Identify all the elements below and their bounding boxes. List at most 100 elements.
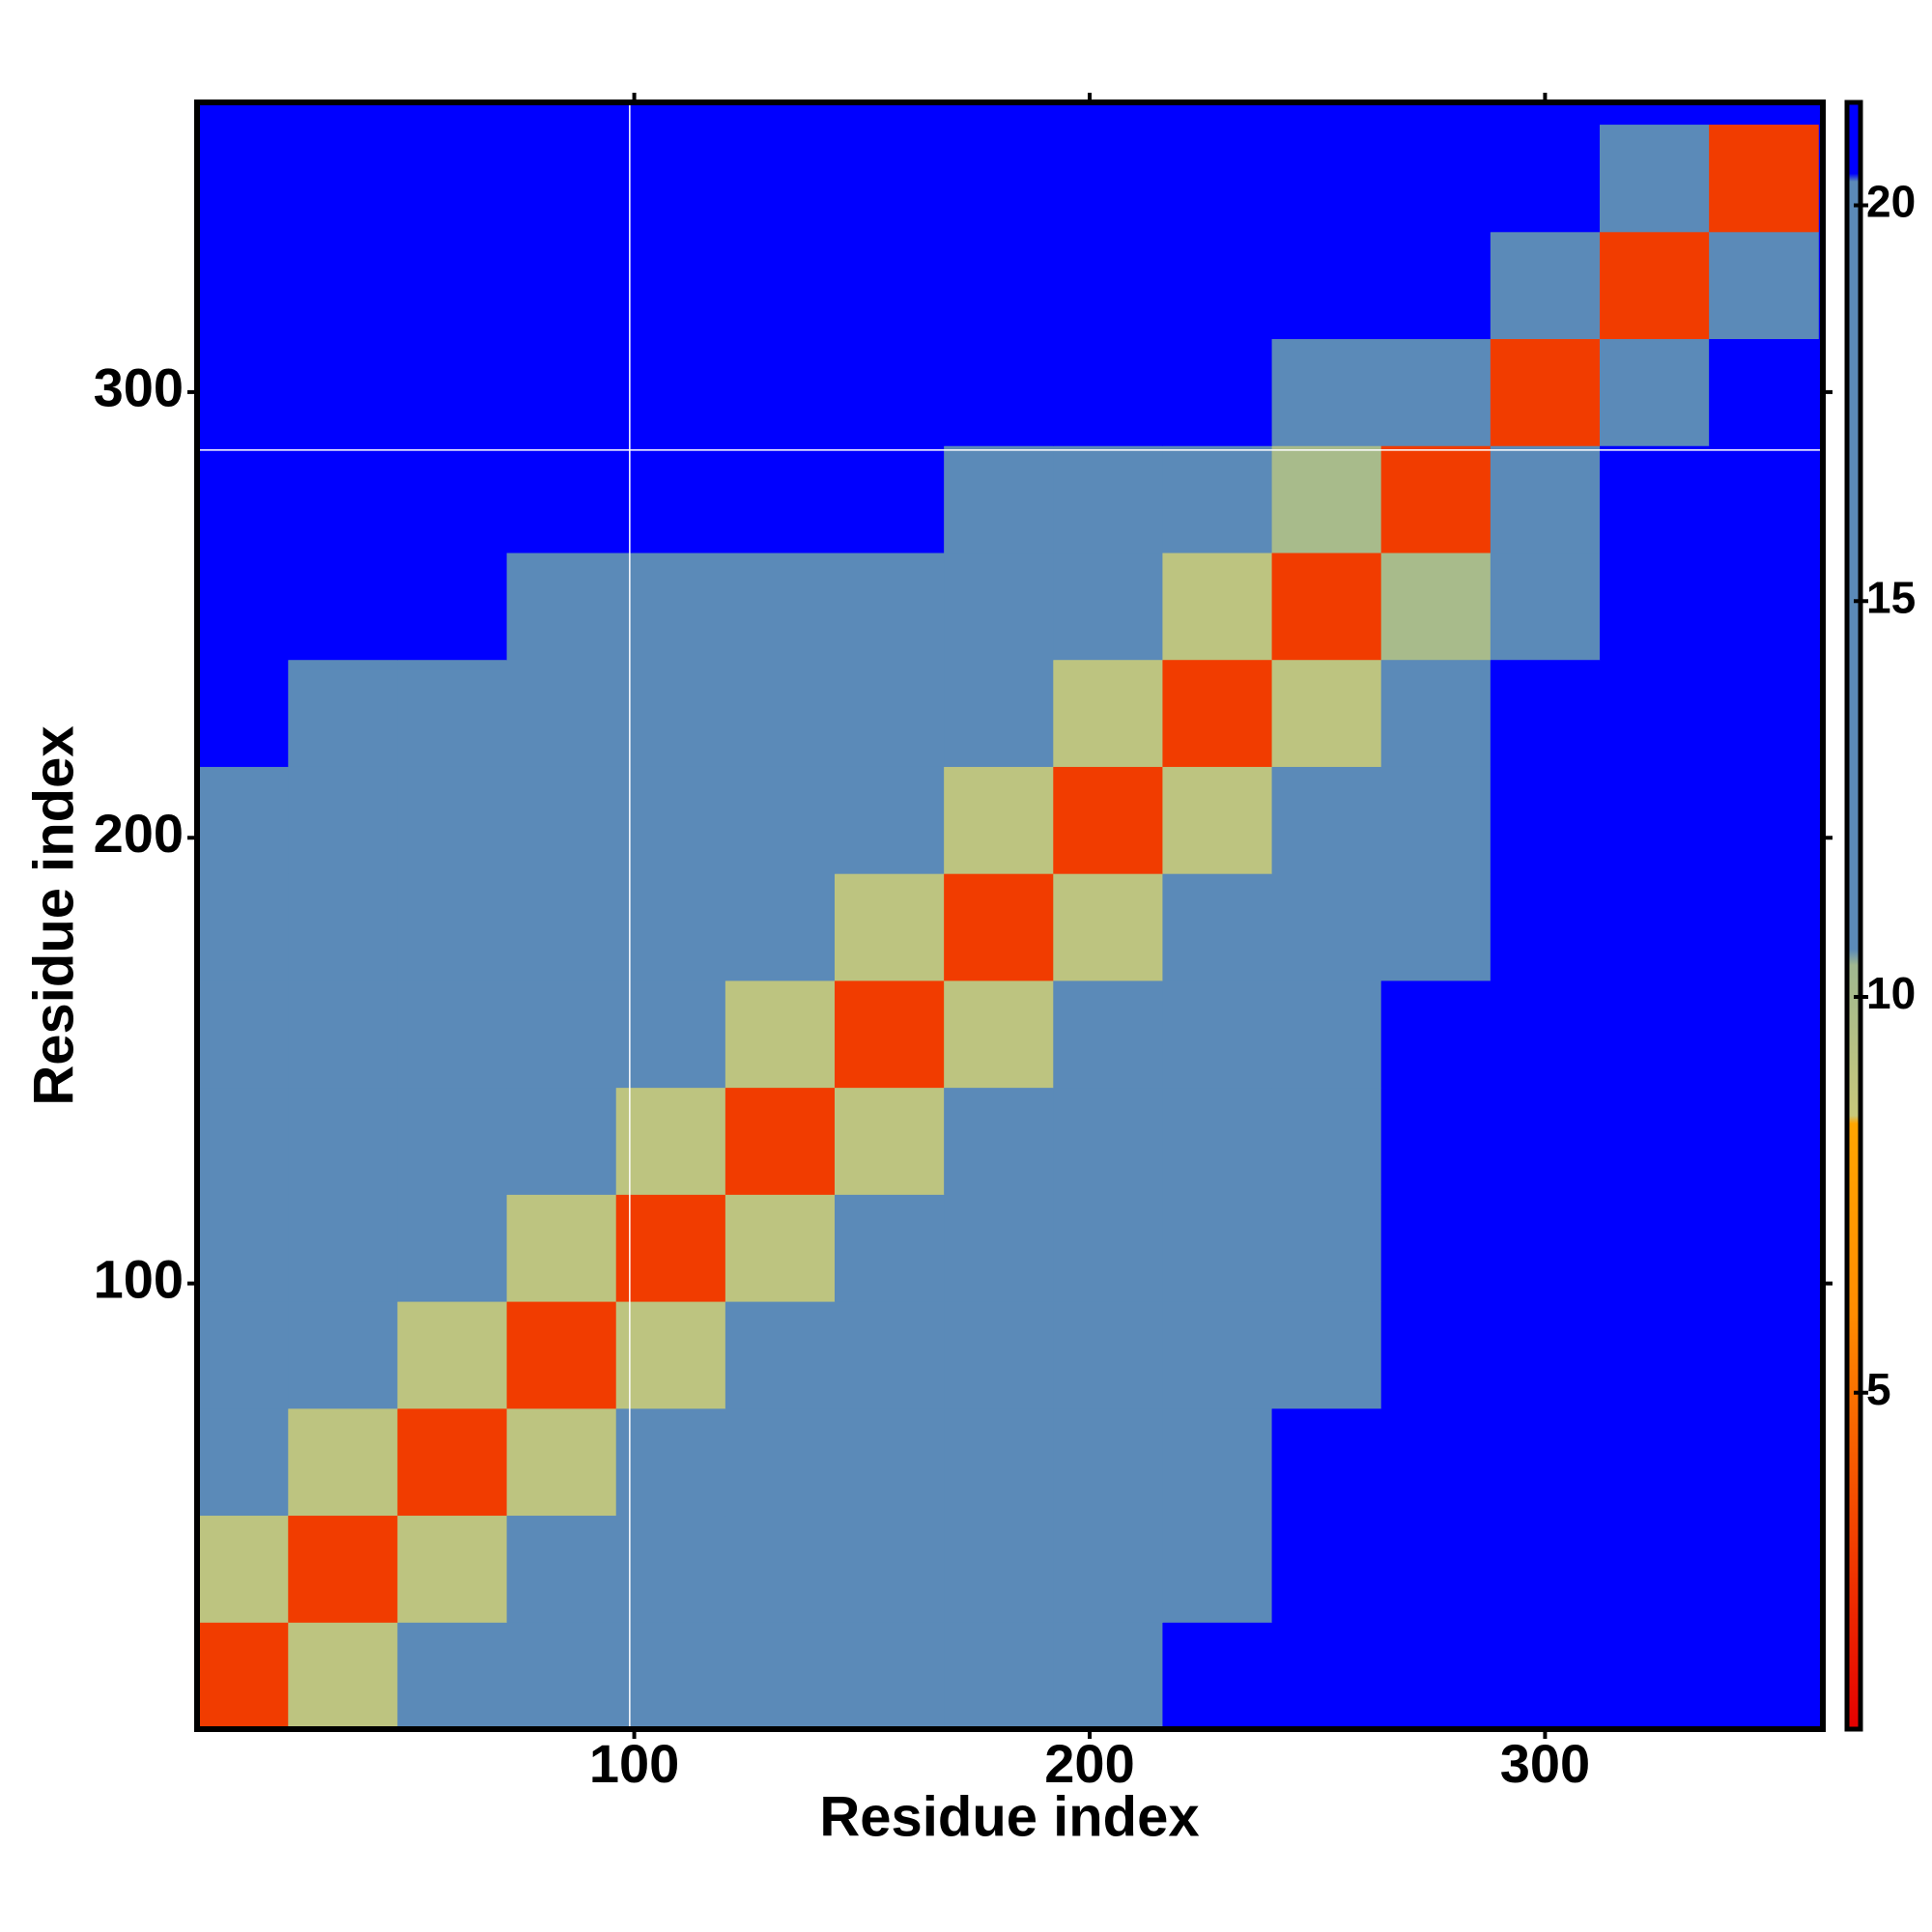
heatmap-cell bbox=[1162, 1622, 1273, 1729]
heatmap-cell bbox=[1162, 552, 1273, 661]
heatmap-cell bbox=[397, 552, 508, 661]
heatmap-cell bbox=[1162, 1301, 1273, 1409]
plot-frame bbox=[194, 99, 1826, 1732]
heatmap-cell bbox=[1162, 873, 1273, 981]
heatmap-cell bbox=[1380, 1515, 1492, 1623]
heatmap-cell bbox=[1600, 125, 1710, 233]
heatmap-cell bbox=[197, 1194, 289, 1302]
heatmap-cell bbox=[288, 1194, 398, 1302]
heatmap-cell bbox=[835, 1301, 945, 1409]
heatmap-cell bbox=[197, 338, 289, 446]
x-tick-label: 100 bbox=[589, 1733, 679, 1794]
heatmap-cell bbox=[197, 1407, 289, 1517]
heatmap-cell bbox=[615, 1194, 726, 1302]
heatmap-cell bbox=[506, 231, 617, 340]
heatmap-cell bbox=[506, 445, 617, 554]
heatmap-cell bbox=[1380, 1622, 1492, 1729]
heatmap-cell bbox=[1490, 659, 1601, 767]
heatmap-cell bbox=[1053, 1194, 1163, 1302]
heatmap-cell bbox=[944, 1087, 1054, 1195]
heatmap-cell bbox=[288, 1622, 398, 1729]
heatmap-cell bbox=[288, 980, 398, 1089]
heatmap-cell bbox=[1600, 231, 1710, 340]
heatmap-cell bbox=[1053, 659, 1163, 767]
heatmap-cell bbox=[506, 1301, 617, 1409]
heatmap-cell bbox=[835, 1087, 945, 1195]
colorbar-tick-label: 15 bbox=[1866, 572, 1916, 622]
heatmap-cell bbox=[397, 766, 508, 874]
heatmap-cell bbox=[724, 1087, 836, 1195]
heatmap-cell bbox=[288, 1515, 398, 1623]
heatmap-cell bbox=[1490, 980, 1601, 1089]
heatmap-cell bbox=[288, 1301, 398, 1409]
heatmap-cell bbox=[1490, 1301, 1601, 1409]
heatmap-cell bbox=[1490, 1622, 1601, 1729]
x-tick-label: 300 bbox=[1500, 1733, 1590, 1794]
heatmap-cell bbox=[397, 231, 508, 340]
heatmap-cell bbox=[1271, 1622, 1382, 1729]
heatmap-cell bbox=[1490, 1407, 1601, 1517]
heatmap-cell bbox=[1162, 766, 1273, 874]
heatmap-cell bbox=[288, 766, 398, 874]
heatmap-cell bbox=[397, 338, 508, 446]
heatmap-cell bbox=[506, 659, 617, 767]
heatmap-cell bbox=[724, 873, 836, 981]
heatmap-cell bbox=[1053, 1515, 1163, 1623]
heatmap-cell bbox=[944, 445, 1054, 554]
heatmap-cell bbox=[835, 231, 945, 340]
heatmap-cell bbox=[1709, 1407, 1819, 1517]
heatmap-cell bbox=[288, 445, 398, 554]
heatmap-cell bbox=[1053, 1301, 1163, 1409]
heatmap-cell bbox=[724, 1407, 836, 1517]
heatmap-cell bbox=[615, 659, 726, 767]
heatmap-cell bbox=[615, 445, 726, 554]
heatmap-cell bbox=[1380, 1194, 1492, 1302]
heatmap-cell bbox=[835, 873, 945, 981]
heatmap-cell bbox=[1709, 980, 1819, 1089]
heatmap-cell bbox=[724, 1515, 836, 1623]
heatmap-cell bbox=[724, 231, 836, 340]
heatmap-cell bbox=[506, 552, 617, 661]
heatmap-cell bbox=[835, 552, 945, 661]
heatmap-cell bbox=[1600, 766, 1710, 874]
y-axis-title: Residue index bbox=[22, 725, 85, 1105]
heatmap-cell bbox=[506, 1515, 617, 1623]
heatmap-cell bbox=[1380, 231, 1492, 340]
heatmap-cell bbox=[1053, 1087, 1163, 1195]
heatmap-cell bbox=[1709, 125, 1819, 233]
heatmap-cell bbox=[1053, 445, 1163, 554]
heatmap-cell bbox=[944, 1194, 1054, 1302]
heatmap-cell bbox=[288, 231, 398, 340]
heatmap-cell bbox=[506, 1622, 617, 1729]
heatmap-cell bbox=[197, 1087, 289, 1195]
heatmap-cell bbox=[1053, 766, 1163, 874]
heatmap-cell bbox=[835, 1194, 945, 1302]
heatmap-cell bbox=[197, 1515, 289, 1623]
heatmap-cell bbox=[1600, 873, 1710, 981]
heatmap-cell bbox=[506, 873, 617, 981]
heatmap-cell bbox=[1490, 445, 1601, 554]
heatmap-cell bbox=[1490, 125, 1601, 233]
heatmap-cell bbox=[1271, 1087, 1382, 1195]
x-tick-label: 200 bbox=[1044, 1733, 1134, 1794]
heatmap-cell bbox=[944, 766, 1054, 874]
heatmap-cell bbox=[1709, 766, 1819, 874]
heatmap-cell bbox=[1271, 1194, 1382, 1302]
heatmap-cell bbox=[1162, 338, 1273, 446]
heatmap-cell bbox=[1271, 338, 1382, 446]
heatmap-cell bbox=[1490, 231, 1601, 340]
heatmap-cell bbox=[835, 338, 945, 446]
heatmap-cell bbox=[1380, 659, 1492, 767]
heatmap-cell bbox=[1271, 873, 1382, 981]
heatmap-cell bbox=[835, 659, 945, 767]
heatmap-cell bbox=[397, 445, 508, 554]
heatmap-cell bbox=[1271, 552, 1382, 661]
heatmap-cell bbox=[1053, 552, 1163, 661]
heatmap-cell bbox=[1709, 552, 1819, 661]
heatmap bbox=[197, 102, 1823, 1729]
heatmap-cell bbox=[1600, 1622, 1710, 1729]
heatmap-cell bbox=[197, 873, 289, 981]
y-tick-label: 300 bbox=[94, 357, 184, 418]
heatmap-cell bbox=[835, 1622, 945, 1729]
heatmap-cell bbox=[615, 231, 726, 340]
